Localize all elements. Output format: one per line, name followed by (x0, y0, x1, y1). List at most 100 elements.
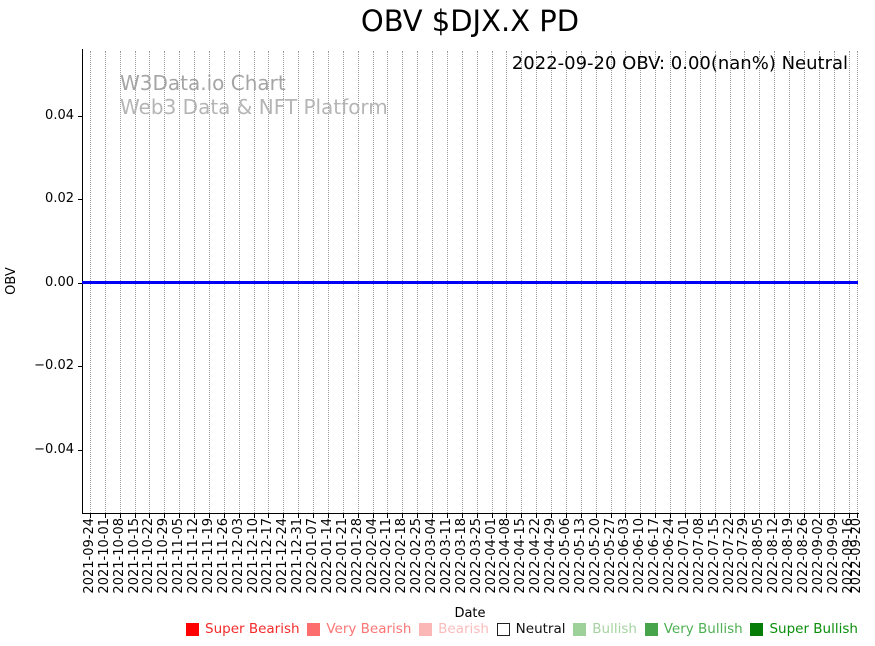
x-tick-label: 2022-02-04 (364, 518, 380, 594)
x-tick-mark (857, 514, 858, 518)
x-tick-label: 2021-11-12 (186, 518, 202, 594)
x-tick-label: 2022-04-01 (483, 518, 499, 594)
x-tick-label: 2022-01-14 (319, 518, 335, 594)
x-tick-mark (223, 514, 225, 518)
y-tick-mark (78, 199, 82, 201)
legend-label: Super Bullish (769, 620, 858, 637)
x-tick-mark (625, 514, 627, 518)
x-tick-label: 2022-06-24 (662, 518, 678, 594)
legend-item: Super Bearish (186, 621, 300, 637)
x-tick-label: 2022-04-29 (543, 518, 559, 594)
x-tick-mark (684, 514, 686, 518)
legend-swatch-icon (750, 622, 764, 636)
x-tick-mark (506, 514, 508, 518)
y-tick-label: 0.04 (45, 107, 74, 123)
x-tick-mark (729, 514, 731, 518)
x-tick-mark (774, 514, 776, 518)
x-tick-label: 2022-01-28 (349, 518, 365, 594)
x-tick-mark (446, 514, 448, 518)
x-tick-label: 2021-12-10 (245, 518, 261, 594)
x-tick-label: 2022-03-25 (468, 518, 484, 594)
x-tick-label: 2022-04-22 (528, 518, 544, 594)
obv-series-line (82, 281, 858, 285)
x-tick-label: 2022-01-21 (334, 518, 350, 594)
legend: Super Bearish Very Bearish Bearish Neutral B… (186, 619, 858, 639)
latest-value-annotation: 2022-09-20 OBV: 0.00(nan%) Neutral (511, 53, 848, 74)
x-tick-label: 2022-08-05 (751, 518, 767, 594)
x-tick-label: 2022-05-27 (602, 518, 618, 594)
x-tick-mark (387, 514, 389, 518)
x-tick-mark (432, 514, 434, 518)
y-tick-mark (78, 115, 82, 117)
watermark: W3Data.io Chart Web3 Data & NFT Platform (120, 71, 388, 119)
x-tick-label: 2022-08-26 (795, 518, 811, 594)
x-tick-label: 2021-10-01 (96, 518, 112, 594)
x-tick-mark (119, 514, 121, 518)
x-tick-label: 2022-09-09 (825, 518, 841, 594)
x-tick-label: 2021-11-05 (171, 518, 187, 594)
x-tick-mark (699, 514, 701, 518)
x-tick-mark (610, 514, 612, 518)
legend-label: Neutral (515, 620, 566, 637)
x-tick-mark (655, 514, 657, 518)
x-tick-mark (194, 514, 196, 518)
x-tick-label: 2022-05-06 (557, 518, 573, 594)
x-tick-label: 2022-07-22 (721, 518, 737, 594)
x-tick-label: 2021-12-03 (230, 518, 246, 594)
legend-item: Bullish (573, 621, 637, 637)
x-tick-mark (744, 514, 746, 518)
y-tick-label: 0.00 (45, 274, 74, 290)
x-tick-label: 2021-09-24 (82, 518, 97, 594)
y-tick-mark (78, 366, 82, 368)
x-tick-mark (149, 514, 151, 518)
x-tick-mark (818, 514, 820, 518)
x-tick-label: 2022-02-25 (409, 518, 425, 594)
x-axis-title: Date (454, 606, 486, 621)
chart-title: OBV $DJX.X PD (360, 4, 580, 38)
x-tick-mark (342, 514, 344, 518)
legend-label: Very Bearish (326, 620, 412, 637)
watermark-line2: Web3 Data & NFT Platform (120, 95, 388, 119)
x-tick-label: 2022-06-03 (617, 518, 633, 594)
legend-label: Very Bullish (663, 620, 743, 637)
x-tick-label: 2022-06-17 (647, 518, 663, 594)
x-tick-label: 2022-09-02 (810, 518, 826, 594)
x-tick-mark (789, 514, 790, 518)
legend-swatch-icon (573, 622, 587, 636)
x-tick-label: 2022-03-18 (453, 518, 469, 594)
x-tick-mark (565, 514, 567, 518)
x-tick-mark (595, 514, 597, 518)
x-tick-mark (164, 514, 166, 518)
x-tick-label: 2021-10-15 (126, 518, 142, 594)
x-tick-mark (313, 514, 315, 518)
x-tick-label: 2021-11-19 (200, 518, 216, 594)
x-tick-mark (521, 514, 523, 518)
x-tick-mark (461, 514, 463, 518)
x-tick-mark (670, 514, 672, 518)
x-tick-mark (208, 514, 210, 518)
x-tick-label: 2021-10-22 (141, 518, 157, 594)
x-tick-label: 2021-12-17 (260, 518, 276, 594)
x-tick-mark (491, 514, 493, 518)
x-tick-label: 2022-07-08 (691, 518, 707, 594)
x-axis-spine (82, 513, 859, 514)
x-tick-label: 2021-12-31 (290, 518, 306, 594)
legend-item: Super Bullish (750, 620, 858, 637)
x-tick-mark (417, 514, 419, 518)
y-axis-title: OBV (4, 267, 19, 295)
x-tick-mark (402, 514, 404, 518)
legend-item: Very Bearish (307, 620, 412, 637)
y-tick-label: −0.04 (34, 441, 74, 457)
x-tick-mark (803, 514, 805, 518)
legend-swatch-icon (186, 622, 199, 636)
x-tick-mark (90, 514, 91, 518)
x-tick-mark (833, 514, 835, 518)
x-tick-mark (298, 514, 300, 518)
x-tick-mark (848, 514, 850, 518)
legend-item: Very Bullish (644, 620, 743, 637)
x-tick-mark (580, 514, 582, 518)
watermark-line1: W3Data.io Chart (120, 71, 286, 95)
x-tick-mark (179, 514, 181, 518)
x-tick-label: 2022-08-19 (781, 518, 796, 594)
x-tick-mark (238, 514, 240, 518)
